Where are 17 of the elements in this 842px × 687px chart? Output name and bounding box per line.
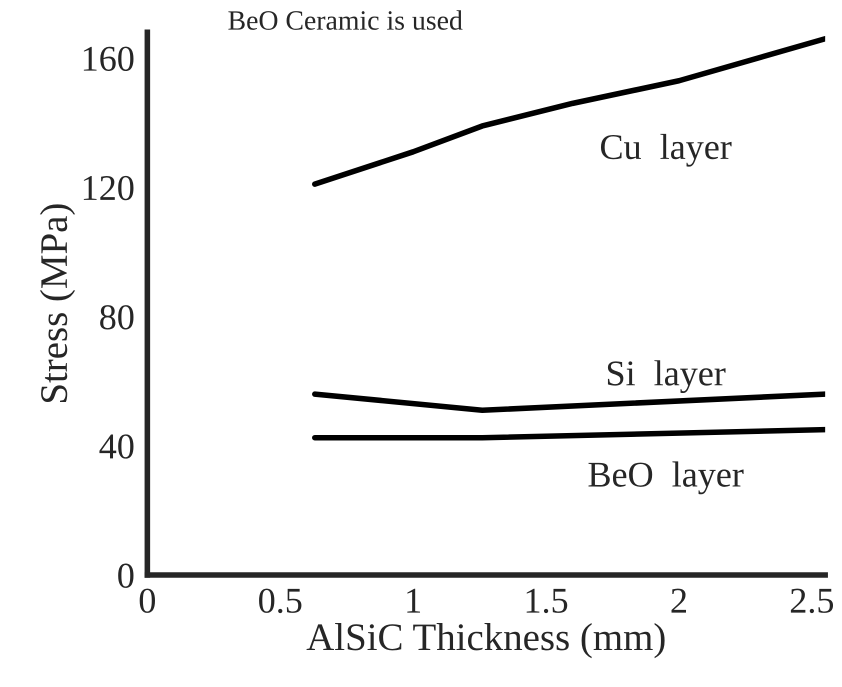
y-tick-label: 0 <box>118 564 134 588</box>
series-label: Cu layer <box>600 134 732 167</box>
x-tick-label: 0.5 <box>259 588 302 614</box>
y-tick-label: 120 <box>84 176 134 200</box>
y-tick-label: 40 <box>99 434 134 459</box>
series-label: Si layer <box>608 360 726 394</box>
x-tick-label: 0 <box>140 588 155 613</box>
y-axis-title: Stress (MPa) <box>40 204 76 402</box>
x-axis-title: AlSiC Thickness (mm) <box>306 623 665 658</box>
chart-title: BeO Ceramic is used <box>228 10 463 30</box>
x-tick-label: 2 <box>672 588 686 613</box>
y-tick-label: 80 <box>100 305 134 330</box>
x-tick-label: 1 <box>407 588 420 613</box>
y-tick-label: 160 <box>84 46 134 72</box>
x-tick-label: 2.5 <box>790 588 834 614</box>
series-label: BeO layer <box>588 461 744 494</box>
x-tick-label: 1.5 <box>526 588 568 614</box>
